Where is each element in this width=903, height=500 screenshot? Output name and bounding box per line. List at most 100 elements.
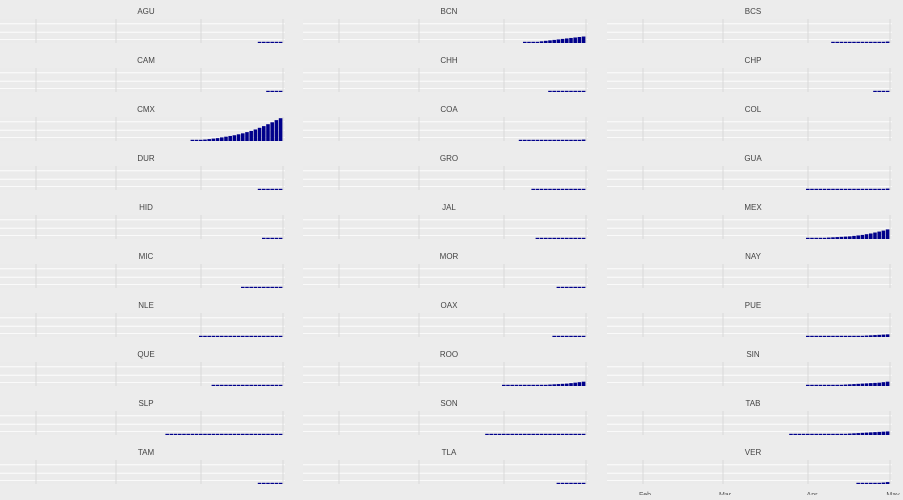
bar <box>581 237 586 239</box>
bar <box>885 381 890 386</box>
facet-title: COA <box>440 105 458 114</box>
bar <box>228 384 232 386</box>
facet-title: MOR <box>440 252 459 261</box>
bar <box>262 482 266 484</box>
bar <box>207 139 211 141</box>
bar <box>270 122 274 141</box>
bar <box>560 335 565 337</box>
bar <box>556 90 561 92</box>
bar <box>228 135 232 141</box>
bar <box>864 234 869 239</box>
bar <box>860 335 865 337</box>
bar <box>215 384 220 386</box>
bar <box>831 237 835 239</box>
bar <box>831 188 835 190</box>
bar <box>885 41 890 43</box>
bar <box>869 432 873 435</box>
bar <box>848 236 852 239</box>
bar <box>873 188 877 190</box>
bar <box>843 41 848 43</box>
bar <box>565 433 569 435</box>
facet-title: QUE <box>137 350 154 359</box>
bar <box>236 433 241 435</box>
bar <box>266 124 270 141</box>
bar <box>860 234 865 239</box>
facet-title: OAX <box>441 301 459 310</box>
bar <box>169 433 174 435</box>
bar <box>814 335 818 337</box>
bar <box>514 384 519 386</box>
facet-title: BCN <box>441 7 458 16</box>
bar <box>241 286 245 288</box>
bar <box>852 235 856 239</box>
bar <box>814 237 818 239</box>
facet-title: PUE <box>745 301 761 310</box>
bar <box>523 139 527 141</box>
bar <box>232 135 237 141</box>
bar <box>548 188 552 190</box>
bar <box>274 335 279 337</box>
bar <box>278 433 283 435</box>
bar <box>814 384 818 386</box>
bar <box>518 433 523 435</box>
bar <box>843 188 848 190</box>
bar <box>544 139 548 141</box>
bar <box>228 335 232 337</box>
bar <box>535 139 540 141</box>
bar <box>535 188 540 190</box>
bar <box>565 90 569 92</box>
bar <box>873 90 877 92</box>
bar <box>278 90 283 92</box>
bar <box>527 139 531 141</box>
facet-panel-nay: NAY <box>607 252 892 288</box>
bar <box>810 433 814 435</box>
bar <box>257 433 262 435</box>
bar <box>257 127 262 141</box>
bar <box>860 482 865 484</box>
bar <box>831 41 835 43</box>
bar <box>577 188 582 190</box>
bar <box>548 384 552 386</box>
bar <box>801 433 806 435</box>
bar <box>848 335 852 337</box>
bar <box>848 384 852 386</box>
bar <box>810 384 814 386</box>
bar <box>539 139 544 141</box>
facet-title: TAB <box>746 399 761 408</box>
bar <box>856 383 860 386</box>
facet-title: SIN <box>746 350 760 359</box>
bar <box>186 433 190 435</box>
facet-title: DUR <box>137 154 155 163</box>
bar <box>270 384 274 386</box>
bar <box>211 335 216 337</box>
bar <box>199 335 203 337</box>
bar <box>220 335 224 337</box>
bar <box>245 286 249 288</box>
bar <box>249 286 253 288</box>
bar <box>565 38 569 43</box>
bar <box>257 188 262 190</box>
facet-title: COL <box>745 105 762 114</box>
bar <box>831 335 835 337</box>
bar <box>523 384 527 386</box>
bar <box>843 335 848 337</box>
bar <box>531 188 535 190</box>
facet-panel-oax: OAX <box>303 301 588 337</box>
bar <box>848 41 852 43</box>
bar <box>569 37 573 43</box>
bar <box>278 482 283 484</box>
bar <box>199 433 203 435</box>
bar <box>548 237 552 239</box>
bar <box>577 139 582 141</box>
bar <box>548 139 552 141</box>
bar <box>253 286 258 288</box>
bar <box>877 431 881 435</box>
bar <box>506 384 510 386</box>
bar <box>270 90 274 92</box>
bar <box>852 433 856 435</box>
bar <box>266 188 270 190</box>
bar <box>539 237 544 239</box>
bar <box>818 237 823 239</box>
facet-title: NAY <box>745 252 762 261</box>
bar <box>577 382 582 386</box>
